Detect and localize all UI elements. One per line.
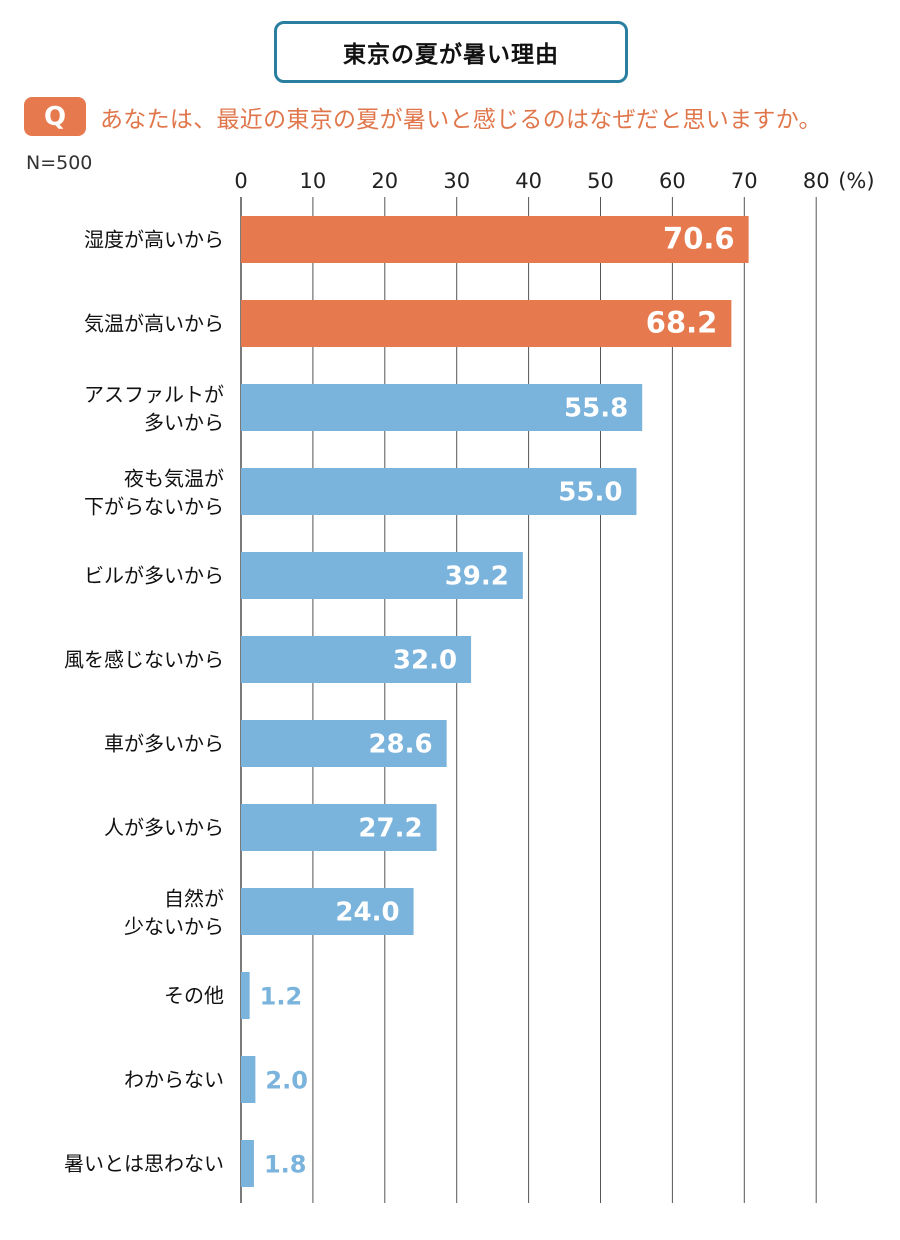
x-tick-label: 70	[731, 169, 758, 193]
x-tick-label: 40	[515, 169, 542, 193]
bar-value-label: 1.2	[260, 983, 303, 1011]
question-badge: Q	[24, 97, 86, 136]
category-label: アスファルトが	[84, 383, 224, 407]
category-label: わからない	[124, 1068, 224, 1092]
bar-value-label: 39.2	[445, 562, 509, 592]
category-label: 湿度が高いから	[84, 228, 224, 252]
category-label: 下がらないから	[84, 495, 224, 519]
category-label: 少ないから	[124, 915, 224, 939]
question-row: Q あなたは、最近の東京の夏が暑いと感じるのはなぜだと思いますか。	[24, 97, 822, 136]
bar	[241, 300, 732, 347]
bar-value-label: 27.2	[358, 814, 422, 844]
bar	[241, 1056, 256, 1103]
category-label: 夜も気温が	[124, 467, 224, 491]
bar	[241, 720, 447, 767]
bar-value-label: 70.6	[663, 222, 735, 256]
x-tick-label: 80	[803, 169, 830, 193]
category-label: 風を感じないから	[64, 648, 224, 672]
x-tick-label: 0	[234, 169, 247, 193]
question-text: あなたは、最近の東京の夏が暑いと感じるのはなぜだと思いますか。	[100, 106, 822, 133]
category-label: 車が多いから	[104, 732, 224, 756]
category-label: ビルが多いから	[84, 564, 224, 588]
bar	[241, 804, 437, 851]
bar	[241, 972, 250, 1019]
x-tick-label: 20	[371, 169, 398, 193]
x-unit-label: (%)	[838, 169, 874, 193]
category-label: 暑いとは思わない	[64, 1152, 224, 1176]
category-label: 気温が高いから	[84, 312, 224, 336]
category-label: 人が多いから	[104, 816, 224, 840]
bar	[241, 384, 643, 431]
x-tick-label: 10	[300, 169, 327, 193]
x-tick-label: 60	[659, 169, 686, 193]
bar	[241, 216, 749, 263]
bar	[241, 1140, 254, 1187]
x-tick-label: 50	[587, 169, 614, 193]
category-label: 自然が	[164, 887, 224, 911]
sample-size-label: N=500	[26, 152, 93, 174]
category-label: その他	[164, 984, 224, 1008]
bar-value-label: 68.2	[646, 306, 718, 340]
category-label: 多いから	[144, 411, 224, 435]
x-tick-label: 30	[443, 169, 470, 193]
bar-value-label: 55.8	[564, 394, 628, 424]
bar-value-label: 24.0	[335, 898, 399, 928]
bar	[241, 552, 523, 599]
chart-title: 東京の夏が暑い理由	[343, 42, 559, 68]
bar-value-label: 2.0	[265, 1067, 308, 1095]
bar	[241, 636, 472, 683]
bar-value-label: 32.0	[393, 646, 457, 676]
bar-value-label: 1.8	[264, 1151, 307, 1179]
bar	[241, 468, 637, 515]
bar-value-label: 55.0	[558, 478, 622, 508]
bar-value-label: 28.6	[368, 730, 432, 760]
chart-title-box: 東京の夏が暑い理由	[274, 21, 628, 83]
bar	[241, 888, 414, 935]
